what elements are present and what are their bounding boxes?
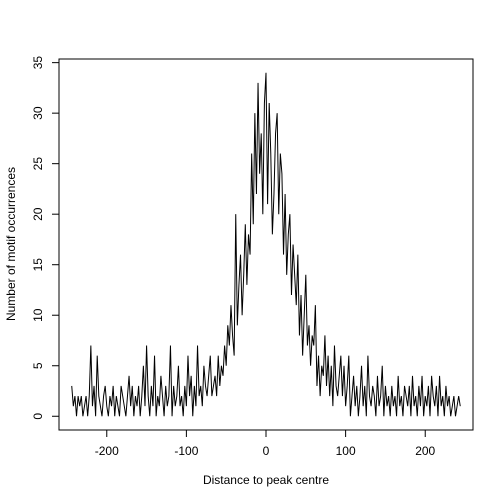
x-tick-label: -200 [95, 444, 119, 458]
data-line [71, 72, 461, 417]
y-tick-label: 30 [31, 106, 45, 120]
x-axis-title: Distance to peak centre [203, 473, 329, 487]
x-tick-label: 200 [415, 444, 435, 458]
plot-box [58, 58, 474, 431]
y-tick-label: 20 [31, 207, 45, 221]
x-tick-label: 100 [336, 444, 356, 458]
y-tick-label: 35 [31, 56, 45, 70]
y-tick-label: 0 [31, 413, 45, 420]
y-tick-label: 25 [31, 157, 45, 171]
x-tick-label: 0 [263, 444, 270, 458]
y-tick-label: 10 [31, 308, 45, 322]
x-tick-label: -100 [174, 444, 198, 458]
y-axis-title: Number of motif occurrences [4, 167, 18, 321]
y-tick-label: 5 [31, 362, 45, 369]
y-tick-label: 15 [31, 258, 45, 272]
